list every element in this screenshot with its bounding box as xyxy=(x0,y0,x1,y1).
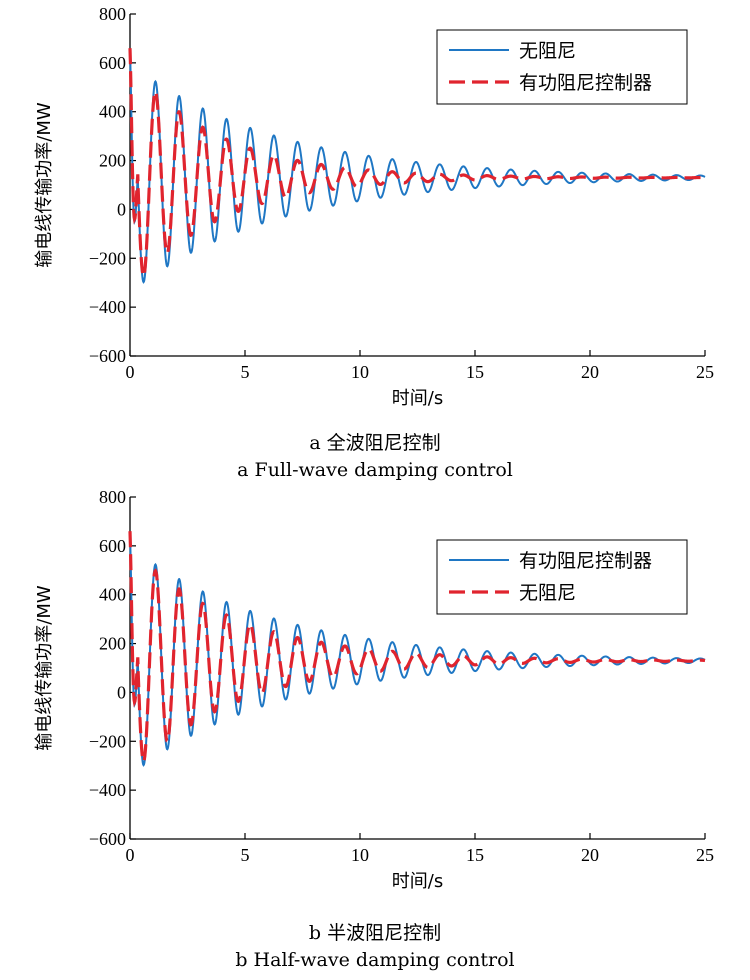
y-tick-label: −600 xyxy=(89,346,126,366)
y-tick-label: 0 xyxy=(117,199,126,219)
y-axis-label: 输电线传输功率/MW xyxy=(34,585,55,751)
y-tick-label: −400 xyxy=(89,780,126,800)
series-line-1 xyxy=(128,531,706,765)
series-line-0 xyxy=(129,50,706,284)
x-axis-label: 时间/s xyxy=(392,388,443,409)
y-tick-label: −600 xyxy=(89,829,126,849)
x-tick-label: 20 xyxy=(581,362,599,382)
y-tick-label: 0 xyxy=(117,682,126,702)
legend-label: 有功阻尼控制器 xyxy=(519,550,652,572)
x-tick-label: 15 xyxy=(466,362,484,382)
y-tick-label: 400 xyxy=(99,102,126,122)
legend-box xyxy=(436,539,688,615)
y-tick-label: 600 xyxy=(99,53,126,73)
caption-b-cn: b 半波阻尼控制 xyxy=(308,922,442,944)
x-tick-label: 5 xyxy=(241,362,250,382)
y-axis-label: 输电线传输功率/MW xyxy=(34,102,55,268)
x-tick-label: 0 xyxy=(126,362,135,382)
x-tick-label: 10 xyxy=(351,362,369,382)
y-tick-label: 600 xyxy=(99,536,126,556)
x-tick-label: 25 xyxy=(696,845,714,865)
y-tick-label: −400 xyxy=(89,297,126,317)
caption-a-en: a Full-wave damping control xyxy=(237,459,513,481)
y-tick-label: −200 xyxy=(89,731,126,751)
series-line-0 xyxy=(129,533,706,767)
y-tick-label: 200 xyxy=(99,151,126,171)
x-tick-label: 25 xyxy=(696,362,714,382)
y-tick-label: −200 xyxy=(89,248,126,268)
legend-label: 有功阻尼控制器 xyxy=(519,72,652,94)
legend-label: 无阻尼 xyxy=(519,40,576,62)
x-tick-label: 0 xyxy=(126,845,135,865)
y-tick-label: 400 xyxy=(99,585,126,605)
y-tick-label: 800 xyxy=(99,487,126,507)
x-tick-label: 20 xyxy=(581,845,599,865)
legend-box xyxy=(436,29,688,105)
caption-a-cn: a 全波阻尼控制 xyxy=(309,432,441,454)
x-tick-label: 15 xyxy=(466,845,484,865)
y-tick-label: 800 xyxy=(99,4,126,24)
series-line-1 xyxy=(128,48,706,279)
legend-label: 无阻尼 xyxy=(519,582,576,604)
x-tick-label: 5 xyxy=(241,845,250,865)
caption-b-en: b Half-wave damping control xyxy=(235,949,515,971)
y-tick-label: 200 xyxy=(99,634,126,654)
x-tick-label: 10 xyxy=(351,845,369,865)
x-axis-label: 时间/s xyxy=(392,871,443,892)
